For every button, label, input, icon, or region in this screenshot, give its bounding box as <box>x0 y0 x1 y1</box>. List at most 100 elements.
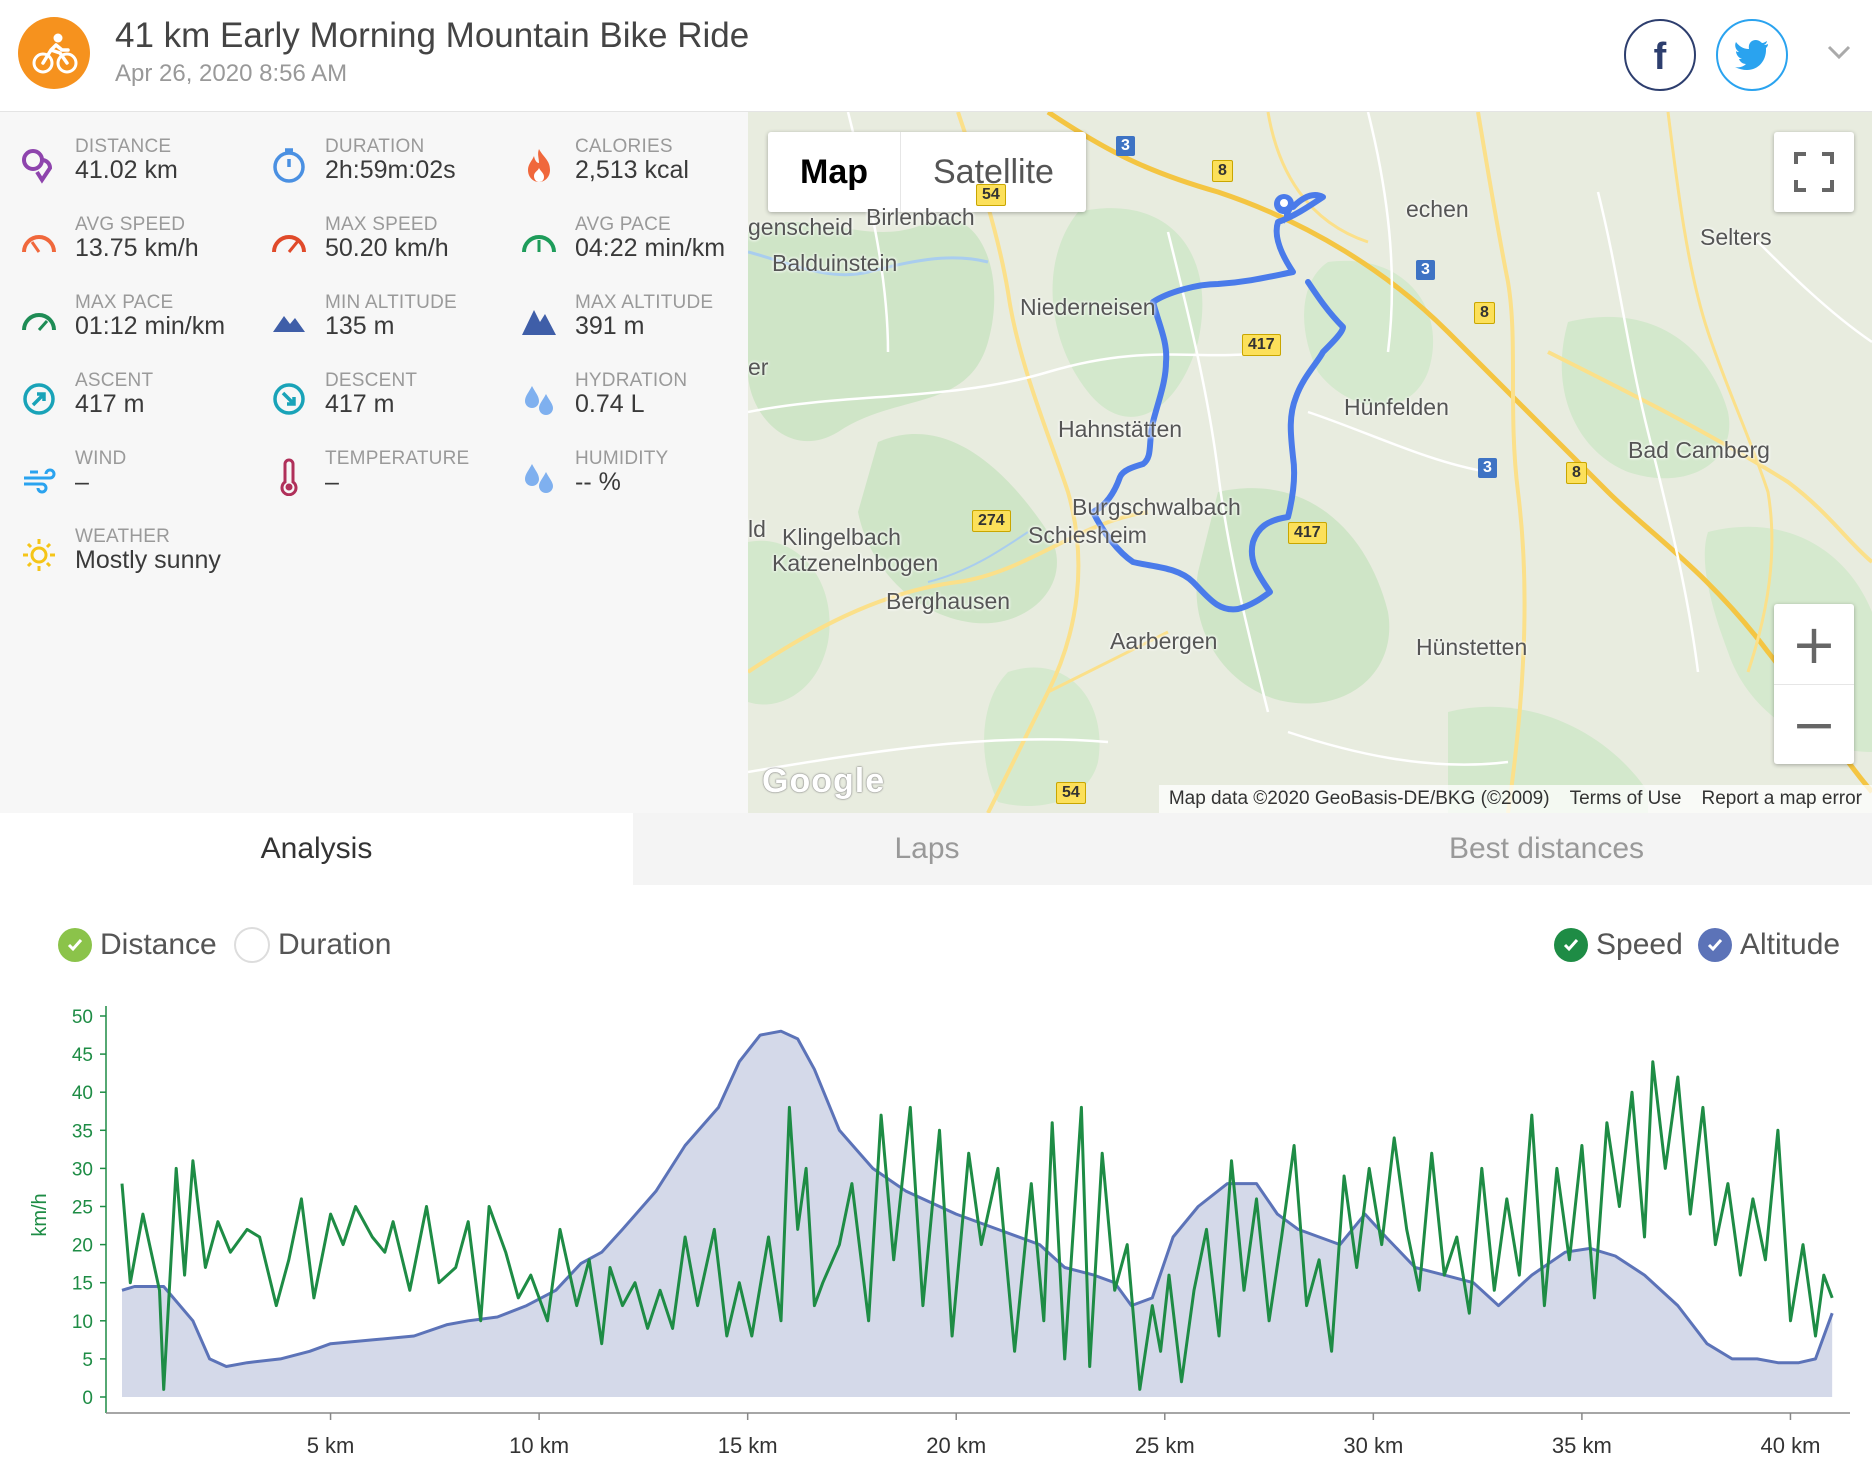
stat-wind: WIND – <box>20 448 260 508</box>
stat-value: 41.02 km <box>75 156 178 184</box>
road-number: 417 <box>1288 522 1327 544</box>
map-place-label: Balduinstein <box>772 250 898 276</box>
toggle-distance[interactable]: Distance <box>58 925 217 965</box>
google-logo: Google <box>762 762 886 800</box>
stat-distance: DISTANCE 41.02 km <box>20 136 260 196</box>
map-place-label: Niederneisen <box>1020 294 1156 320</box>
map-place-label: ld <box>748 516 766 542</box>
pace-gauge-icon <box>522 235 556 253</box>
facebook-icon: f <box>1654 37 1667 73</box>
stat-value: 391 m <box>575 312 645 340</box>
y-tick-label: 35 <box>72 1121 93 1142</box>
x-tick-label: 5 km <box>307 1433 355 1458</box>
x-tick-label: 30 km <box>1343 1433 1403 1458</box>
y-tick-label: 25 <box>72 1198 93 1219</box>
speed-line <box>120 1060 1834 1391</box>
road-number: 54 <box>1056 782 1086 804</box>
distance-icon <box>22 149 53 184</box>
stat-descent: DESCENT 417 m <box>270 370 510 430</box>
map-place-label: Hahnstätten <box>1058 416 1183 442</box>
water-drops-icon <box>525 464 553 493</box>
tab-laps[interactable]: Laps <box>894 832 960 865</box>
fullscreen-button[interactable] <box>1774 132 1854 212</box>
checkmark-icon <box>1698 928 1732 962</box>
activity-header: 41 km Early Morning Mountain Bike Ride A… <box>0 0 1872 112</box>
stat-calories: CALORIES 2,513 kcal <box>520 136 760 196</box>
map-place-label: Hünstetten <box>1416 634 1528 660</box>
map-attribution: Map data ©2020 GeoBasis-DE/BKG (©2009) T… <box>1158 785 1872 813</box>
mountain-icon <box>522 310 556 335</box>
facebook-share-button[interactable]: f <box>1624 19 1696 91</box>
map-type-control: Map Satellite <box>768 132 1086 212</box>
toggle-altitude[interactable]: Altitude <box>1698 925 1840 965</box>
map-place-label: Aarbergen <box>1110 628 1218 654</box>
map-data-credit: Map data ©2020 GeoBasis-DE/BKG (©2009) <box>1168 788 1550 809</box>
stat-label: CALORIES <box>575 136 673 157</box>
svg-text:f: f <box>1654 37 1667 73</box>
x-tick-label: 40 km <box>1760 1433 1820 1458</box>
activity-date: Apr 26, 2020 8:56 AM <box>115 60 348 87</box>
speed-altitude-chart: km/h 0 5 10 15 20 25 30 35 40 45 50 5 km 10 km 15 km 2… <box>29 1006 1850 1458</box>
report-map-error-link[interactable]: Report a map error <box>1701 788 1862 809</box>
zoom-control: + − <box>1774 604 1854 764</box>
stat-label: AVG SPEED <box>75 214 186 235</box>
stat-label: TEMPERATURE <box>325 448 470 469</box>
tab-analysis[interactable]: Analysis <box>0 813 633 885</box>
map-type-map-button[interactable]: Map <box>768 132 901 212</box>
map-place-label: echen <box>1406 196 1469 222</box>
zoom-out-button[interactable]: − <box>1791 692 1837 756</box>
thermometer-icon <box>280 458 298 496</box>
descent-icon <box>273 383 305 415</box>
stat-value: – <box>325 468 339 496</box>
route-map[interactable]: Map Satellite + − Birlenbach Balduinstei… <box>748 112 1872 813</box>
stat-max-altitude: MAX ALTITUDE 391 m <box>520 292 760 352</box>
y-tick-label: 45 <box>72 1045 93 1066</box>
twitter-share-button[interactable] <box>1716 19 1788 91</box>
stat-label: WEATHER <box>75 526 170 547</box>
map-place-label: Klingelbach <box>782 524 901 550</box>
toggle-duration[interactable]: Duration <box>234 925 391 965</box>
stat-hydration: HYDRATION 0.74 L <box>520 370 760 430</box>
stat-value: -- % <box>575 468 621 496</box>
sun-icon <box>23 539 55 571</box>
stat-label: HUMIDITY <box>575 448 669 469</box>
x-tick-label: 20 km <box>926 1433 986 1458</box>
road-number: 417 <box>1242 334 1281 356</box>
road-number: 3 <box>1478 458 1497 478</box>
stat-weather: WEATHER Mostly sunny <box>20 526 260 586</box>
y-tick-label: 50 <box>72 1007 93 1028</box>
y-tick-label: 10 <box>72 1312 93 1333</box>
stat-min-altitude: MIN ALTITUDE 135 m <box>270 292 510 352</box>
stat-value: Mostly sunny <box>75 546 221 574</box>
stat-label: MAX PACE <box>75 292 174 313</box>
tab-best-distances[interactable]: Best distances <box>1448 832 1645 865</box>
stat-value: 04:22 min/km <box>575 234 726 262</box>
map-place-label: genscheid <box>748 214 853 240</box>
stat-value: 0.74 L <box>575 390 645 418</box>
terms-of-use-link[interactable]: Terms of Use <box>1569 788 1682 809</box>
x-tick-label: 25 km <box>1135 1433 1195 1458</box>
map-place-label: Selters <box>1700 224 1772 250</box>
speedometer-icon <box>272 235 306 253</box>
y-axis-label: km/h <box>29 1193 51 1236</box>
stat-temperature: TEMPERATURE – <box>270 448 510 508</box>
toggle-speed[interactable]: Speed <box>1554 925 1683 965</box>
analysis-tabs: Analysis Laps Best distances <box>0 813 1872 885</box>
road-number: 8 <box>1212 160 1233 182</box>
stat-label: MAX ALTITUDE <box>575 292 714 313</box>
stat-value: 135 m <box>325 312 395 340</box>
x-tick-label: 15 km <box>718 1433 778 1458</box>
road-number: 8 <box>1474 302 1495 324</box>
y-tick-label: 15 <box>72 1274 93 1295</box>
stat-value: 01:12 min/km <box>75 312 226 340</box>
road-number: 3 <box>1416 260 1435 280</box>
checkmark-icon <box>58 928 92 962</box>
zoom-in-button[interactable]: + <box>1774 604 1854 685</box>
y-tick-label: 0 <box>82 1388 93 1409</box>
chevron-down-icon[interactable] <box>1825 38 1853 66</box>
unchecked-circle-icon <box>234 927 270 963</box>
y-tick-label: 30 <box>72 1159 93 1180</box>
activity-title: 41 km Early Morning Mountain Bike Ride <box>115 16 750 55</box>
stat-humidity: HUMIDITY -- % <box>520 448 760 508</box>
stat-value: 417 m <box>75 390 145 418</box>
